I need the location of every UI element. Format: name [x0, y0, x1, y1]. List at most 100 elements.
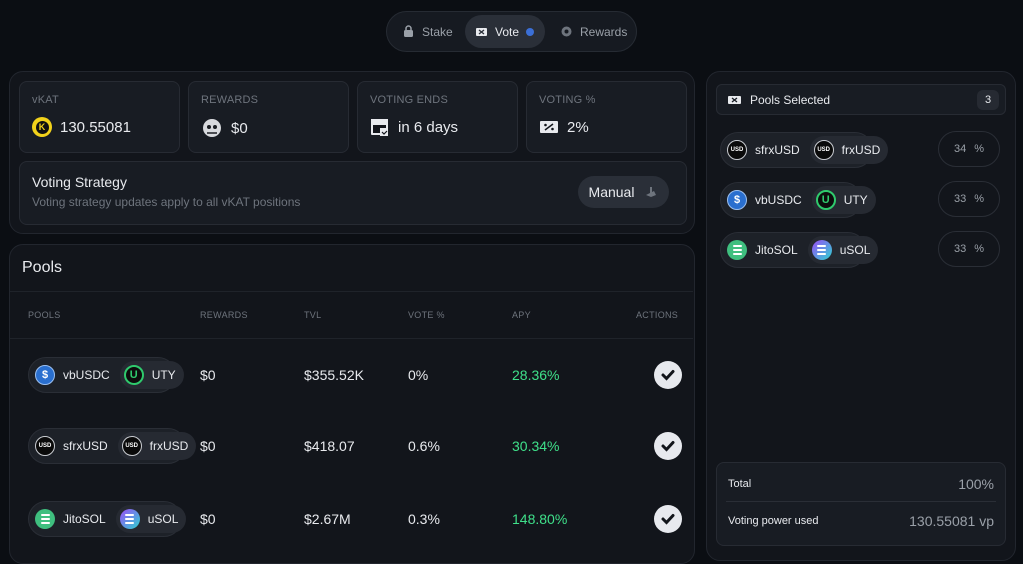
- voting-strategy-subtitle: Voting strategy updates apply to all vKA…: [32, 195, 301, 209]
- hand-icon: [646, 187, 657, 197]
- tab-stake[interactable]: Stake: [392, 15, 463, 48]
- table-row-pool-pair[interactable]: JitoSOL uSOL: [28, 501, 187, 537]
- checkmark-icon: [661, 441, 675, 452]
- token-b: UTY: [151, 368, 176, 382]
- token-b: uSOL: [147, 512, 179, 526]
- gift-icon: [561, 26, 572, 37]
- row-vote: 0.6%: [408, 438, 440, 454]
- token-a: vbUSDC: [63, 368, 110, 382]
- stat-vkat-label: vKAT: [32, 94, 59, 106]
- pools-selected-count: 3: [977, 90, 999, 110]
- tab-vote-label: Vote: [495, 24, 520, 39]
- vote-pct-input[interactable]: 34 %: [938, 131, 1000, 167]
- stat-rewards-label: REWARDS: [201, 94, 259, 106]
- stat-voting-pct: VOTING % 2%: [526, 81, 687, 153]
- usd-coin-icon: USD: [35, 436, 55, 456]
- voting-strategy-card: Voting Strategy Voting strategy updates …: [19, 161, 687, 225]
- row-tvl: $2.67M: [304, 511, 351, 527]
- pools-selected-title: Pools Selected: [750, 93, 831, 107]
- row-apy: 148.80%: [512, 511, 568, 527]
- uty-coin-icon: U: [815, 190, 836, 210]
- column-rewards: REWARDS: [200, 310, 248, 320]
- lock-icon: [404, 25, 413, 37]
- tab-vote[interactable]: Vote: [465, 15, 545, 48]
- vote-pct-unit: %: [974, 143, 985, 155]
- column-vote: VOTE %: [408, 310, 445, 320]
- row-apy: 28.36%: [512, 367, 560, 383]
- token-b: UTY: [843, 193, 868, 207]
- select-pool-checkbox[interactable]: [654, 361, 682, 389]
- row-rewards: $0: [200, 438, 216, 454]
- stat-voting-pct-value: 2%: [567, 118, 589, 136]
- column-tvl: TVL: [304, 310, 322, 320]
- checkmark-icon: [661, 514, 675, 525]
- vkat-icon: K: [32, 117, 52, 137]
- uty-coin-icon: U: [123, 365, 144, 385]
- token-a: sfrxUSD: [63, 439, 108, 453]
- divider: [726, 501, 996, 502]
- voting-power-value: 130.55081 vp: [909, 513, 994, 529]
- vote-pct-value: 33: [953, 243, 967, 255]
- tab-rewards[interactable]: Rewards: [550, 15, 637, 48]
- calendar-icon: [371, 119, 388, 136]
- token-a: vbUSDC: [755, 193, 802, 207]
- voting-power-label: Voting power used: [728, 515, 819, 527]
- token-a: JitoSOL: [755, 243, 798, 257]
- usd-coin-icon: USD: [727, 140, 747, 160]
- token-a: JitoSOL: [63, 512, 106, 526]
- jitosol-coin-icon: [727, 240, 747, 260]
- divider: [10, 338, 693, 339]
- row-tvl: $355.52K: [304, 367, 364, 383]
- column-apy: APY: [512, 310, 531, 320]
- strategy-mode-label: Manual: [588, 184, 635, 200]
- row-vote: 0%: [408, 367, 429, 383]
- ballot-icon: [476, 28, 487, 36]
- usd-coin-icon: USD: [121, 436, 142, 456]
- vote-pct-unit: %: [974, 193, 985, 205]
- stat-voting-ends-value: in 6 days: [398, 118, 459, 136]
- row-vote: 0.3%: [408, 511, 440, 527]
- mascot-icon: [203, 119, 221, 137]
- vote-pct-value: 33: [953, 193, 967, 205]
- select-pool-checkbox[interactable]: [654, 505, 682, 533]
- table-row-pool-pair[interactable]: $ vbUSDC U UTY: [28, 357, 184, 393]
- divider: [10, 291, 693, 292]
- selected-pool-pair: USD sfrxUSD USD frxUSD: [720, 132, 889, 168]
- token-b: frxUSD: [149, 439, 189, 453]
- total-value: 100%: [958, 476, 994, 492]
- stat-rewards-value: $0: [231, 119, 248, 137]
- pools-title: Pools: [22, 259, 63, 276]
- row-rewards: $0: [200, 367, 216, 383]
- active-dot: [526, 27, 535, 36]
- overview-panel: vKAT K 130.55081 REWARDS $0 VOTING ENDS …: [9, 71, 695, 234]
- row-apy: 30.34%: [512, 438, 560, 454]
- main-nav: Stake Vote Rewards: [386, 11, 637, 52]
- stat-rewards: REWARDS $0: [188, 81, 349, 153]
- total-label: Total: [728, 478, 752, 490]
- select-pool-checkbox[interactable]: [654, 432, 682, 460]
- column-pools: POOLS: [28, 310, 61, 320]
- vote-pct-unit: %: [974, 243, 985, 255]
- stat-vkat: vKAT K 130.55081: [19, 81, 180, 153]
- strategy-mode-button[interactable]: Manual: [578, 176, 669, 208]
- vote-pct-input[interactable]: 33 %: [938, 231, 1000, 267]
- token-a: sfrxUSD: [755, 143, 800, 157]
- table-row-pool-pair[interactable]: USD sfrxUSD USD frxUSD: [28, 428, 197, 464]
- token-b: frxUSD: [841, 143, 881, 157]
- voting-strategy-title: Voting Strategy: [32, 174, 127, 190]
- checkmark-icon: [661, 370, 675, 381]
- column-actions: ACTIONS: [636, 310, 679, 320]
- pools-selected-header: Pools Selected 3: [716, 84, 1006, 115]
- vote-pct-value: 34: [953, 143, 967, 155]
- selected-pool-pair: JitoSOL uSOL: [720, 232, 879, 268]
- row-tvl: $418.07: [304, 438, 355, 454]
- stat-voting-pct-label: VOTING %: [539, 94, 596, 106]
- usol-coin-icon: [119, 509, 140, 529]
- voting-summary: Total 100% Voting power used 130.55081 v…: [716, 462, 1006, 546]
- stat-voting-ends-label: VOTING ENDS: [370, 94, 448, 106]
- tab-stake-label: Stake: [422, 24, 453, 39]
- selected-pool-pair: $ vbUSDC U UTY: [720, 182, 876, 218]
- usdc-coin-icon: $: [727, 190, 747, 210]
- vote-pct-input[interactable]: 33 %: [938, 181, 1000, 217]
- stat-voting-ends: VOTING ENDS in 6 days: [357, 81, 518, 153]
